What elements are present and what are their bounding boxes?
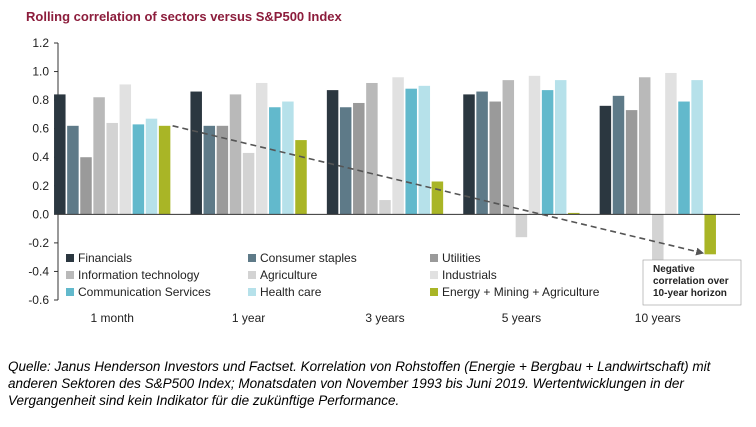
bar — [489, 101, 501, 215]
bar-series — [54, 72, 716, 275]
annotation-line: correlation over — [653, 276, 729, 287]
bar — [463, 94, 475, 215]
y-tick-label: -0.6 — [28, 293, 49, 307]
bar — [339, 107, 352, 215]
bar — [80, 157, 92, 215]
legend-label: Energy + Mining + Agriculture — [442, 285, 600, 299]
legend-label: Financials — [78, 251, 132, 265]
bar — [67, 125, 79, 215]
bar — [554, 80, 567, 215]
bar — [326, 90, 339, 215]
bar — [295, 140, 307, 215]
legend-label: Agriculture — [260, 268, 318, 282]
bar — [665, 72, 677, 215]
bar — [366, 82, 378, 215]
x-tick-label: 10 years — [635, 311, 681, 325]
bar — [255, 82, 268, 215]
correlation-chart: Rolling correlation of sectors versus S&… — [26, 9, 742, 325]
bar — [203, 125, 216, 215]
legend-label: Utilities — [442, 251, 481, 265]
annotation-line: 10-year horizon — [653, 288, 727, 299]
x-tick-label: 5 years — [502, 311, 541, 325]
bar — [158, 125, 171, 215]
legend-swatch — [66, 271, 74, 279]
x-tick-label: 1 year — [232, 311, 265, 325]
y-axis: 1.2 1.0 0.8 0.6 0.4 0.2 0.0 -0.2 -0.4 -0.6 — [28, 36, 59, 307]
trend-line — [172, 125, 705, 256]
legend-swatch — [66, 254, 74, 262]
bar — [541, 90, 554, 215]
bar — [93, 97, 105, 215]
bar — [704, 214, 716, 255]
bar — [599, 105, 612, 215]
bar — [502, 80, 515, 215]
bar — [476, 91, 488, 215]
source-note: Quelle: Janus Henderson Investors und Fa… — [8, 359, 711, 408]
y-tick-label: 1.0 — [32, 65, 49, 79]
bar — [625, 110, 638, 215]
legend-swatch — [430, 254, 438, 262]
legend-swatch — [430, 288, 438, 296]
bar — [418, 85, 431, 215]
bar — [54, 94, 66, 215]
trend-arrow — [172, 125, 705, 256]
bar — [229, 94, 242, 215]
legend-label: Health care — [260, 285, 322, 299]
legend-swatch — [248, 288, 256, 296]
y-tick-label: -0.4 — [28, 264, 49, 278]
x-tick-label: 3 years — [365, 311, 404, 325]
y-tick-label: 0.0 — [32, 207, 49, 221]
legend-label: Communication Services — [78, 285, 211, 299]
y-tick-label: 0.2 — [32, 179, 49, 193]
y-tick-label: -0.2 — [28, 236, 49, 250]
legend-label: Information technology — [78, 268, 199, 282]
bar — [638, 77, 651, 215]
legend-label: Consumer staples — [260, 251, 357, 265]
annotation-line: Negative — [653, 264, 695, 275]
legend-swatch — [66, 288, 74, 296]
bar — [379, 200, 391, 215]
bar — [242, 152, 255, 215]
bar — [652, 214, 664, 275]
bar — [405, 88, 417, 215]
y-tick-label: 0.6 — [32, 122, 49, 136]
legend-swatch — [248, 254, 256, 262]
bar — [392, 77, 404, 215]
bar — [678, 101, 690, 215]
x-axis: 1 month 1 year 3 years 5 years 10 years — [58, 213, 740, 325]
bar — [568, 212, 580, 215]
bar — [431, 181, 444, 215]
y-tick-label: 0.4 — [32, 150, 49, 164]
legend-swatch — [248, 271, 256, 279]
annotation-frame — [642, 259, 742, 306]
bar — [282, 101, 294, 215]
legend: Financials Consumer staples Utilities Infor… — [66, 251, 600, 299]
bar — [145, 118, 158, 215]
legend-swatch — [430, 271, 438, 279]
bar — [612, 95, 625, 215]
bar — [106, 122, 118, 215]
y-tick-label: 1.2 — [32, 36, 49, 50]
bar — [691, 80, 703, 215]
x-tick-label: 1 month — [91, 311, 134, 325]
chart-title: Rolling correlation of sectors versus S&… — [26, 9, 342, 24]
bar — [528, 75, 541, 215]
bar — [190, 91, 202, 215]
bar — [353, 102, 365, 215]
legend-label: Industrials — [442, 268, 497, 282]
y-tick-label: 0.8 — [32, 93, 49, 107]
bar — [119, 84, 132, 215]
bar — [132, 124, 145, 215]
bar — [216, 125, 229, 215]
bar — [269, 107, 281, 215]
bar — [515, 214, 528, 238]
